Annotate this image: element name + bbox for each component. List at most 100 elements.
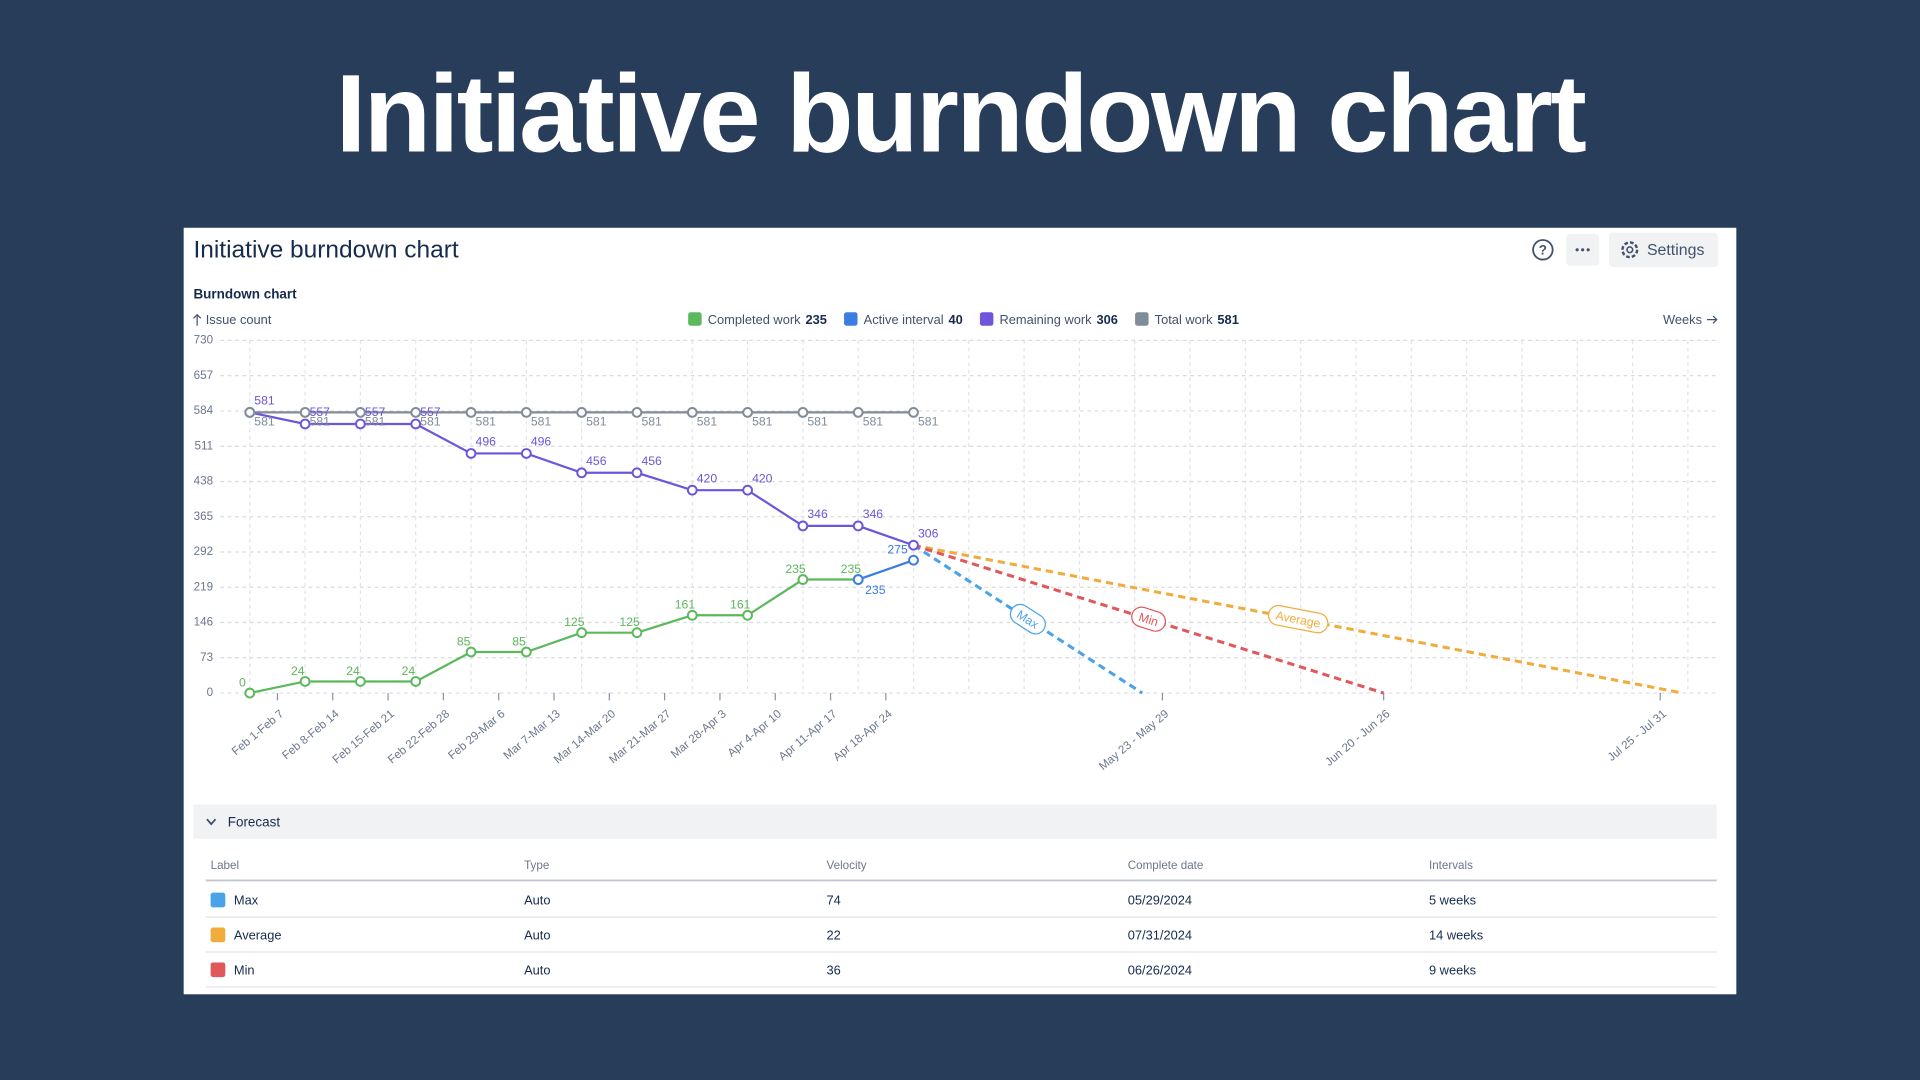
series-point [576,407,588,418]
legend-label: Total work [1155,312,1213,327]
data-label: 346 [863,507,884,521]
series-point [742,484,753,496]
chart-subtitle: Burndown chart [193,287,297,302]
table-cell: 5 weeks [1429,893,1476,908]
data-label: 306 [918,526,939,540]
data-label: 581 [254,414,275,428]
table-cell: Average [234,928,282,943]
series-point [465,448,477,459]
forecast-bar[interactable] [193,804,1717,839]
table-header: Complete date [1128,859,1204,872]
data-label: 235 [865,583,886,597]
series-point [520,407,532,418]
series-point [299,418,311,430]
y-tick-label: 730 [194,333,214,346]
more-button[interactable] [1566,233,1600,266]
table-cell: Auto [524,962,550,977]
series-point [686,484,698,496]
y-tick-label: 219 [194,580,213,593]
series-point [742,609,753,621]
data-label: 85 [512,634,526,648]
series-point [355,676,366,687]
data-label: 161 [675,598,696,612]
series-point [410,676,422,687]
dot [1575,248,1579,252]
table-swatch [210,927,226,943]
help-button[interactable]: ? [1532,239,1554,261]
table-cell: Min [234,962,255,977]
data-label: 581 [752,414,773,428]
data-label: 581 [863,414,884,428]
table-cell: 05/29/2024 [1128,893,1192,908]
series-point [797,520,809,532]
series-point [908,554,919,566]
data-label: 557 [420,405,441,419]
data-label: 581 [310,414,331,428]
settings-button[interactable]: Settings [1608,232,1718,267]
forecast-pill: Min [1131,606,1167,632]
series-point [355,407,366,418]
forecast-title: Forecast [228,814,281,829]
data-label: 581 [641,414,662,428]
legend-value: 40 [948,312,962,327]
y-tick-label: 146 [194,616,213,629]
series-point [244,407,256,418]
legend-value: 306 [1097,312,1118,327]
data-label: 581 [697,414,718,428]
table-cell: Auto [524,893,550,908]
data-label: 125 [619,615,640,629]
data-label: 581 [420,414,441,428]
forecast-pill-bg [1009,603,1046,635]
table-cell: 9 weeks [1429,962,1476,977]
y-tick-label: 438 [194,475,213,488]
data-label: 24 [346,664,360,678]
series-point [742,407,753,418]
series-point [852,574,864,585]
forecast-pill-bg [1131,606,1167,632]
series-point [908,407,919,418]
table-cell: Auto [524,928,550,943]
table-cell: 22 [827,928,841,943]
table-cell: 36 [827,962,841,977]
series-line [857,559,914,581]
table-cell: 06/26/2024 [1128,962,1192,977]
settings-bg [1608,232,1718,267]
table-cell: 74 [827,893,841,908]
table-cell: 14 weeks [1429,928,1483,943]
y-tick-label: 365 [194,510,213,523]
data-label: 496 [531,435,552,449]
table-header: Intervals [1429,859,1473,872]
dot [1586,248,1590,252]
series-point [852,520,864,532]
forecast-pill: Max [1009,603,1046,635]
series-point [520,646,532,658]
gear-icon [1621,241,1639,259]
series-point [686,609,698,621]
y-tick-label: 584 [194,404,214,417]
legend-value: 235 [805,312,826,327]
legend-swatch [1135,312,1149,326]
series-point [631,627,643,639]
series-point [908,539,919,551]
forecast-pill: Average [1267,604,1329,634]
gear-hub [1626,246,1634,254]
forecast-pill-label: Min [1137,610,1160,629]
series-point [410,407,422,418]
page-title: Initiative burndown chart [336,53,1587,176]
panel-title: Initiative burndown chart [193,236,458,263]
table-header: Label [211,859,239,872]
legend-swatch [979,312,994,326]
data-label: 0 [239,675,246,689]
y-tick-label: 657 [194,369,213,382]
x-axis-label: Weeks [1663,312,1702,327]
series-point [465,407,477,418]
data-label: 275 [887,543,908,557]
series-point [299,407,311,418]
data-label: 557 [365,405,386,419]
legend-swatch [688,312,702,326]
series-point [355,418,366,430]
series-point [852,407,864,418]
series-point [576,467,588,479]
data-label: 581 [476,414,497,428]
